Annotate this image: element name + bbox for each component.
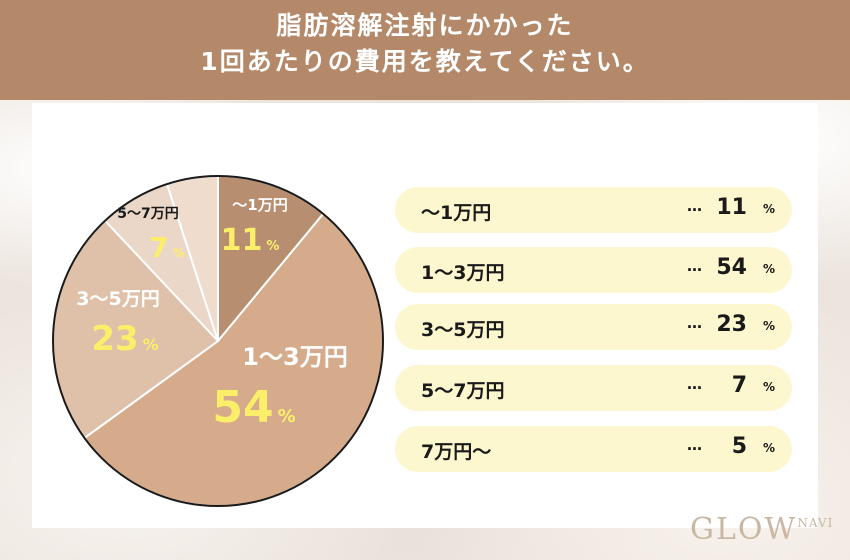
slice-label: 〜1万円	[232, 196, 287, 214]
legend-dots: …	[687, 375, 703, 393]
slice-value: 23%	[91, 319, 158, 359]
glow-navi-logo: GLOWNAVI	[690, 512, 833, 547]
legend-percent: %	[763, 441, 776, 455]
legend-item: 〜1万円 … 11 %	[395, 187, 792, 233]
legend-label: 7万円〜	[421, 441, 492, 463]
slice-value: 11%	[221, 223, 280, 258]
legend-percent: %	[763, 202, 776, 216]
legend-value: 54	[716, 255, 747, 280]
legend-item: 5〜7万円 … 7 %	[395, 365, 792, 411]
logo-subtext: NAVI	[797, 516, 834, 530]
slice-value: 7%	[149, 231, 185, 264]
legend-value: 23	[716, 312, 747, 337]
slice-value: 54%	[212, 382, 295, 433]
legend-percent: %	[763, 319, 776, 333]
legend-dots: …	[687, 197, 703, 215]
slice-label: 3〜5万円	[76, 288, 159, 310]
legend-label: 3〜5万円	[421, 319, 505, 341]
legend-item: 1〜3万円 … 54 %	[395, 247, 792, 293]
legend-label: 5〜7万円	[421, 380, 505, 402]
legend-value: 7	[731, 373, 747, 398]
legend-item: 3〜5万円 … 23 %	[395, 304, 792, 350]
legend-dots: …	[687, 257, 703, 275]
logo-text: GLOW	[690, 512, 798, 547]
legend-percent: %	[763, 380, 776, 394]
slice-label: 5〜7万円	[117, 206, 178, 222]
legend-label: 1〜3万円	[421, 262, 505, 284]
slice-label: 1〜3万円	[242, 343, 347, 371]
legend-dots: …	[687, 436, 703, 454]
legend-dots: …	[687, 314, 703, 332]
legend-percent: %	[763, 262, 776, 276]
legend-value: 11	[716, 195, 747, 220]
title-line-1: 脂肪溶解注射にかかった	[276, 11, 574, 40]
page-header: 脂肪溶解注射にかかった 1回あたりの費用を教えてください。	[0, 0, 850, 100]
legend-label: 〜1万円	[421, 202, 492, 224]
pie-outline	[52, 175, 384, 507]
title-line-2: 1回あたりの費用を教えてください。	[200, 47, 650, 76]
legend-value: 5	[731, 434, 747, 459]
legend-item: 7万円〜 … 5 %	[395, 426, 792, 472]
